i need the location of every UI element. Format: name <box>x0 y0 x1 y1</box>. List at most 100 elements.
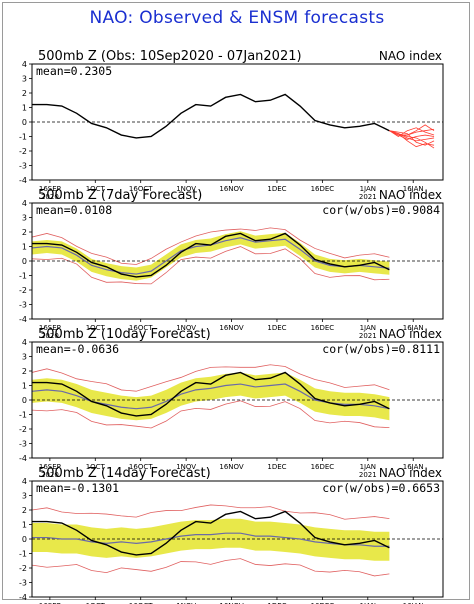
x-year-label: 2021 <box>359 471 377 479</box>
mean-annotation: mean=0.2305 <box>36 64 112 78</box>
mean-annotation: mean=-0.0636 <box>36 342 119 356</box>
x-tick-label: 1NOV <box>176 463 196 471</box>
panel-index-label: NAO index <box>379 466 442 480</box>
correlation-annotation: cor(w/obs)=0.6653 <box>322 481 440 495</box>
y-tick-label: 2 <box>22 89 27 98</box>
spread-band <box>32 518 390 561</box>
y-tick-label: -2 <box>19 286 27 295</box>
x-tick-label: 16SEP <box>39 185 61 193</box>
observed-line <box>32 232 390 278</box>
y-tick-label: -1 <box>19 550 27 559</box>
panel-title: 500mb Z (10day Forecast) <box>38 327 211 342</box>
observed-line <box>32 371 390 417</box>
y-tick-label: -4 <box>19 454 27 463</box>
x-tick-label: 1OCT <box>86 602 106 604</box>
x-tick-label: 16OCT <box>129 463 153 471</box>
x-tick-label: 1NOV <box>176 602 196 604</box>
x-tick-label: 16NOV <box>219 324 244 332</box>
y-tick-label: 1 <box>22 521 27 530</box>
forecast-member-line <box>389 124 435 136</box>
forecast-member-line <box>389 127 435 137</box>
panel-title: 500mb Z (Obs: 10Sep2020 - 07Jan2021) <box>38 49 302 64</box>
panel-index-label: NAO index <box>379 188 442 202</box>
x-tick-label: 16JAN <box>403 463 424 471</box>
y-tick-label: 2 <box>22 506 27 515</box>
y-tick-label: 2 <box>22 367 27 376</box>
x-tick-label: 16DEC <box>311 185 335 193</box>
observed-line <box>32 93 390 139</box>
panel-index-label: NAO index <box>379 327 442 341</box>
y-tick-label: 2 <box>22 228 27 237</box>
x-tick-label: 16JAN <box>403 185 424 193</box>
panel-title: 500mb Z (14day Forecast) <box>38 466 211 481</box>
x-tick-label: 1JAN <box>360 185 376 193</box>
x-tick-label: 1NOV <box>176 324 196 332</box>
y-tick-label: 0 <box>22 257 27 266</box>
y-tick-label: 3 <box>22 214 27 223</box>
x-tick-label: 1NOV <box>176 185 196 193</box>
envelope-lower-line <box>31 246 390 285</box>
y-tick-label: -3 <box>19 301 27 310</box>
y-tick-label: -1 <box>19 272 27 281</box>
y-tick-label: 4 <box>22 199 27 208</box>
y-tick-label: -2 <box>19 425 27 434</box>
figure-title: NAO: Observed & ENSM forecasts <box>89 8 385 28</box>
x-tick-label: 16NOV <box>219 185 244 193</box>
ensemble-mean-line <box>32 532 390 547</box>
x-tick-label: 16SEP <box>39 602 61 604</box>
y-tick-label: 0 <box>22 118 27 127</box>
figure-frame <box>2 2 470 600</box>
x-tick-label: 16NOV <box>219 463 244 471</box>
x-tick-label: 16DEC <box>311 602 335 604</box>
x-year-label: 2020 <box>41 193 59 201</box>
chart-panel-3: 500mb Z (10day Forecast) NAO index mean=-0… <box>19 327 444 479</box>
y-tick-label: -3 <box>19 162 27 171</box>
x-year-label: 2021 <box>359 193 377 201</box>
y-tick-label: 4 <box>22 60 27 69</box>
observed-line <box>32 510 390 556</box>
y-tick-label: -2 <box>19 147 27 156</box>
y-tick-label: -2 <box>19 564 27 573</box>
y-tick-label: 4 <box>22 477 27 486</box>
chart-panel-2: 500mb Z (7day Forecast) NAO index mean=0.0… <box>19 188 444 340</box>
x-tick-label: 16SEP <box>39 324 61 332</box>
x-tick-label: 1DEC <box>267 185 286 193</box>
envelope-upper-line <box>31 504 390 520</box>
correlation-annotation: cor(w/obs)=0.9084 <box>322 203 440 217</box>
x-tick-label: 16JAN <box>403 602 424 604</box>
envelope-lower-line <box>31 558 390 577</box>
envelope-lower-line <box>31 400 390 429</box>
y-tick-label: 3 <box>22 353 27 362</box>
spread-band <box>32 372 390 421</box>
y-tick-label: 4 <box>22 338 27 347</box>
x-tick-label: 16DEC <box>311 324 335 332</box>
spread-band <box>32 231 390 281</box>
x-tick-label: 1DEC <box>267 463 286 471</box>
x-year-label: 2021 <box>359 332 377 340</box>
x-tick-label: 16DEC <box>311 463 335 471</box>
x-tick-label: 16OCT <box>129 602 153 604</box>
y-tick-label: 0 <box>22 535 27 544</box>
y-tick-label: 3 <box>22 75 27 84</box>
x-tick-label: 1OCT <box>86 185 106 193</box>
x-tick-label: 1OCT <box>86 463 106 471</box>
x-tick-label: 1DEC <box>267 324 286 332</box>
x-tick-label: 16OCT <box>129 324 153 332</box>
y-tick-label: -4 <box>19 593 27 602</box>
x-tick-label: 1OCT <box>86 324 106 332</box>
panel-index-label: NAO index <box>379 49 442 63</box>
forecast-member-line <box>389 130 435 149</box>
x-tick-label: 1JAN <box>360 463 376 471</box>
y-tick-label: 1 <box>22 243 27 252</box>
y-tick-label: 3 <box>22 492 27 501</box>
chart-panel-4: 500mb Z (14day Forecast) NAO index mean=-0… <box>19 466 444 604</box>
y-tick-label: 1 <box>22 104 27 113</box>
x-year-label: 2020 <box>41 332 59 340</box>
chart-panel-1: 500mb Z (Obs: 10Sep2020 - 07Jan2021) NAO … <box>19 49 444 201</box>
x-tick-label: 16NOV <box>219 602 244 604</box>
y-tick-label: 1 <box>22 382 27 391</box>
envelope-upper-line <box>31 227 390 265</box>
x-tick-label: 16SEP <box>39 463 61 471</box>
forecast-member-line <box>389 130 435 146</box>
